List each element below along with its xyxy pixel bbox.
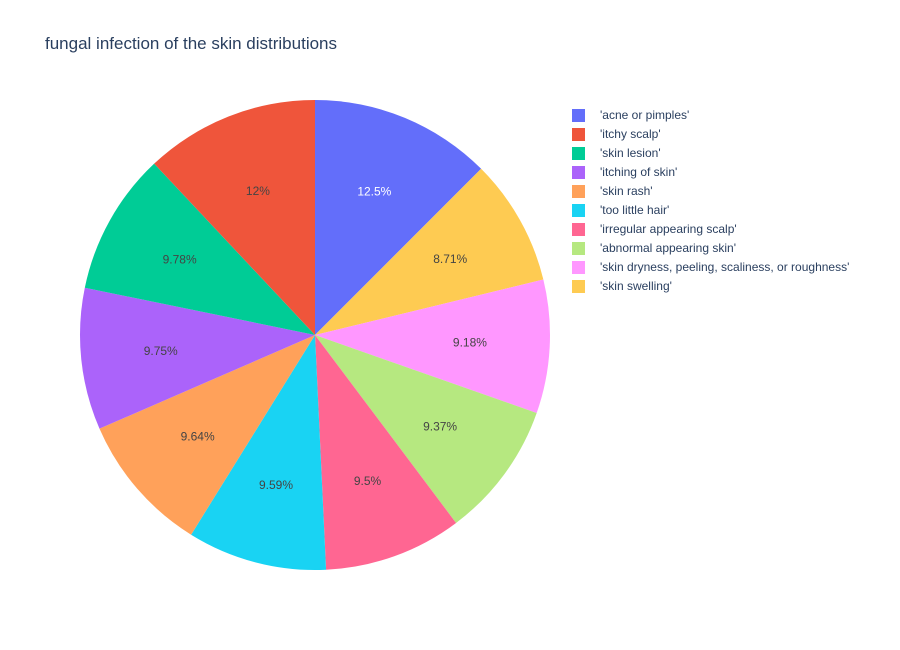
legend-label: 'skin dryness, peeling, scaliness, or ro… xyxy=(600,260,850,274)
pie-slice[interactable] xyxy=(315,279,550,413)
pie-slice-label: 9.37% xyxy=(423,420,457,434)
legend-item[interactable]: 'too little hair' xyxy=(571,201,896,220)
pie-slice[interactable] xyxy=(80,287,315,429)
pie-slice-label: 8.71% xyxy=(433,252,467,266)
legend-swatch xyxy=(572,166,585,179)
pie-slice-label: 12% xyxy=(246,184,270,198)
pie-slice-labels: 12.5% 8.71% 9.18% 9.37% 9.5% 9.59% 9.64% 9.75% 9… xyxy=(144,184,488,492)
legend-swatch xyxy=(572,280,585,293)
pie-slice[interactable] xyxy=(84,163,315,335)
pie-slice-label: 9.64% xyxy=(181,429,215,443)
legend-item[interactable]: 'abnormal appearing skin' xyxy=(571,239,896,258)
legend-swatch xyxy=(572,242,585,255)
pie-slice-label: 9.5% xyxy=(354,474,382,488)
legend-item[interactable]: 'itching of skin' xyxy=(571,163,896,182)
legend-item[interactable]: 'skin dryness, peeling, scaliness, or ro… xyxy=(571,258,896,277)
pie-slice-label: 9.59% xyxy=(259,478,293,492)
legend-label: 'too little hair' xyxy=(600,203,670,217)
legend-item[interactable]: 'itchy scalp' xyxy=(571,125,896,144)
legend-swatch xyxy=(572,223,585,236)
legend-swatch xyxy=(572,128,585,141)
chart-title: fungal infection of the skin distributio… xyxy=(45,34,338,53)
pie-slice[interactable] xyxy=(315,100,482,335)
pie-slice[interactable] xyxy=(154,100,315,335)
legend-item[interactable]: 'skin lesion' xyxy=(571,144,896,163)
legend-label: 'abnormal appearing skin' xyxy=(600,241,736,255)
legend-swatch xyxy=(572,185,585,198)
pie-slices xyxy=(80,100,550,571)
legend-swatch xyxy=(572,109,585,122)
pie-slice-label: 9.18% xyxy=(453,336,487,350)
chart-legend: 'acne or pimples' 'itchy scalp' 'skin lesi… xyxy=(571,106,896,296)
legend-label: 'skin lesion' xyxy=(600,146,661,160)
legend-item[interactable]: 'irregular appearing scalp' xyxy=(571,220,896,239)
pie-slice[interactable] xyxy=(315,335,457,570)
pie-slice[interactable] xyxy=(99,335,315,535)
legend-label: 'skin swelling' xyxy=(600,279,672,293)
legend-swatch xyxy=(572,261,585,274)
pie-slice-label: 12.5% xyxy=(357,185,391,199)
legend-item[interactable]: 'skin rash' xyxy=(571,182,896,201)
legend-label: 'skin rash' xyxy=(600,184,653,198)
pie-slice-label: 9.75% xyxy=(144,344,178,358)
legend-label: 'itchy scalp' xyxy=(600,127,661,141)
pie-slice[interactable] xyxy=(315,168,544,335)
pie-slice-label: 9.78% xyxy=(163,252,197,266)
pie-slice[interactable] xyxy=(315,335,537,523)
legend-item[interactable]: 'skin swelling' xyxy=(571,277,896,296)
legend-label: 'itching of skin' xyxy=(600,165,678,179)
legend-item[interactable]: 'acne or pimples' xyxy=(571,106,896,125)
legend-label: 'irregular appearing scalp' xyxy=(600,222,737,236)
legend-label: 'acne or pimples' xyxy=(600,108,690,122)
legend-swatch xyxy=(572,147,585,160)
legend-swatch xyxy=(572,204,585,217)
pie-slice[interactable] xyxy=(191,335,327,571)
